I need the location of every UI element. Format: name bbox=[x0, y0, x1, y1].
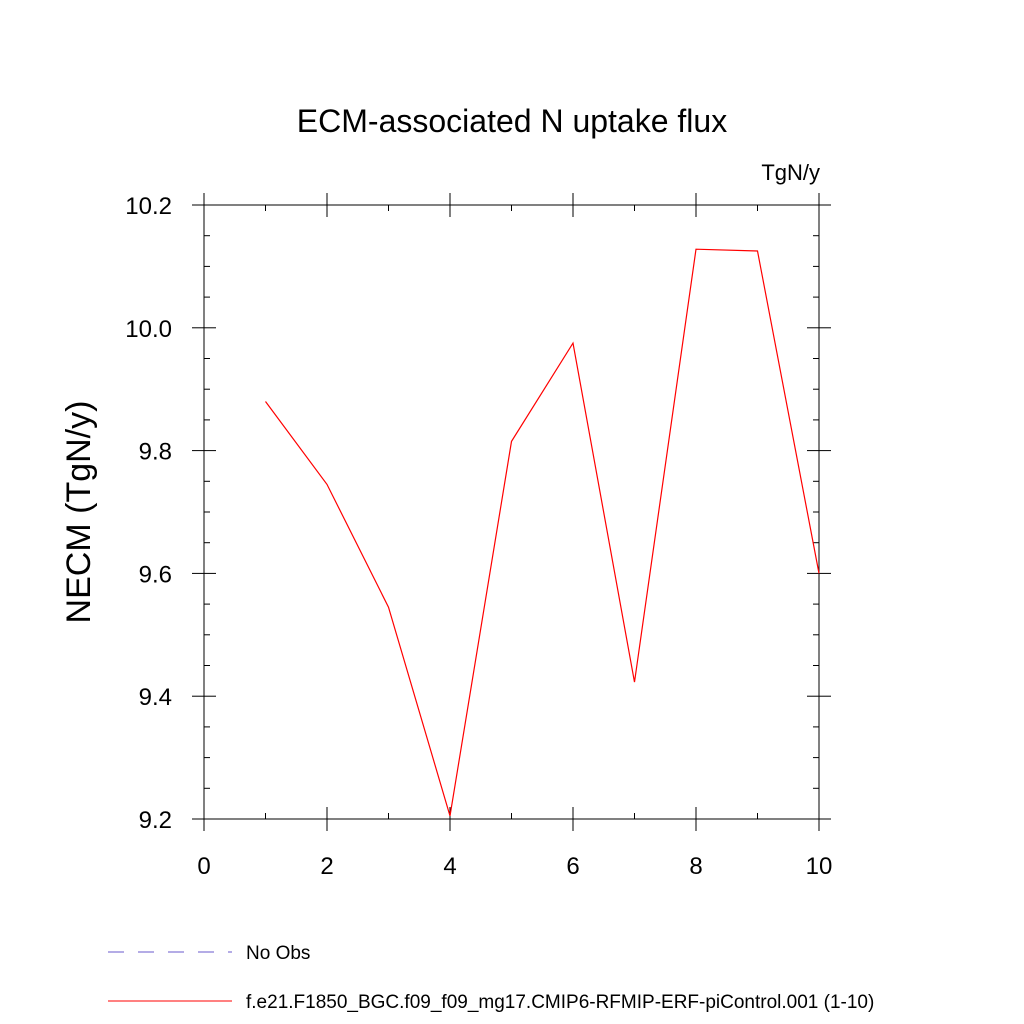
x-tick-label: 8 bbox=[689, 853, 702, 880]
x-tick-label: 10 bbox=[806, 853, 833, 880]
chart-title: ECM-associated N uptake flux bbox=[297, 103, 727, 139]
series-line bbox=[265, 248, 820, 817]
y-tick-label: 9.6 bbox=[139, 561, 172, 588]
x-tick-label: 2 bbox=[320, 853, 333, 880]
axis-ticks bbox=[192, 193, 831, 831]
y-tick-label: 9.8 bbox=[139, 439, 172, 466]
y-tick-label: 10.2 bbox=[125, 193, 172, 220]
series-group bbox=[265, 248, 820, 817]
x-tick-label: 0 bbox=[197, 853, 210, 880]
x-tick-label: 4 bbox=[443, 853, 456, 880]
y-axis-label: NECM (TgN/y) bbox=[60, 401, 98, 624]
x-tick-label: 6 bbox=[566, 853, 579, 880]
y-tick-label: 9.4 bbox=[139, 684, 172, 711]
units-label: TgN/y bbox=[761, 160, 820, 185]
plot-frame bbox=[203, 204, 820, 820]
tick-labels: 0 2 4 6 8 10 9.2 9.4 9.6 9.8 10.0 10.2 bbox=[125, 193, 832, 880]
y-tick-label: 10.0 bbox=[125, 316, 172, 343]
legend-label: f.e21.F1850_BGC.f09_f09_mg17.CMIP6-RFMIP… bbox=[246, 992, 874, 1013]
legend: No Obs f.e21.F1850_BGC.f09_f09_mg17.CMIP6… bbox=[108, 943, 874, 1013]
legend-label: No Obs bbox=[246, 943, 310, 964]
y-tick-label: 9.2 bbox=[139, 807, 172, 834]
